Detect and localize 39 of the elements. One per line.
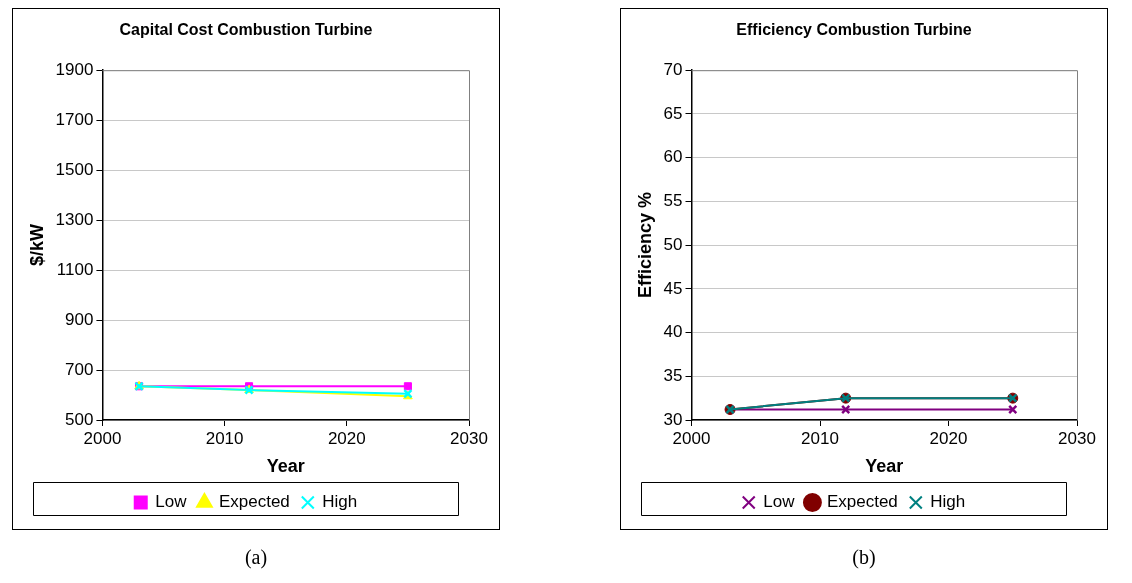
- y-tick-label: 700: [65, 359, 94, 379]
- y-tick-label: 65: [663, 103, 683, 123]
- y-tick-label: 50: [663, 234, 683, 254]
- x-tick-label: 2010: [801, 428, 839, 448]
- legend-label: Low: [155, 492, 188, 512]
- y-tick-label: 55: [663, 191, 683, 211]
- legend-label: Expected: [218, 492, 290, 512]
- legend-label: Expected: [826, 492, 898, 512]
- x-tick-label: 2030: [450, 428, 488, 448]
- y-tick-label: 1700: [55, 109, 94, 129]
- x-tick-label: 2000: [83, 428, 122, 448]
- text: (b): [851, 546, 877, 569]
- x-tick-label: 2000: [672, 428, 711, 448]
- y-tick-label: 70: [663, 59, 683, 79]
- y-axis-title: $/kW: [26, 224, 47, 267]
- y-tick-label: 1500: [55, 159, 94, 179]
- x-tick-label: 2020: [327, 428, 366, 448]
- y-tick-label: 45: [663, 278, 683, 298]
- legend-label: Low: [763, 492, 796, 512]
- y-tick-label: 40: [663, 322, 683, 342]
- text: (a): [243, 546, 269, 569]
- y-tick-label: 1900: [55, 59, 94, 79]
- x-axis-title: Year: [266, 456, 305, 477]
- y-tick-label: 35: [663, 365, 683, 385]
- y-tick-label: 1100: [56, 259, 94, 279]
- y-tick-label: 1300: [55, 209, 94, 229]
- legend-label: High: [322, 492, 358, 512]
- chart-title: Capital Cost Combustion Turbine: [119, 21, 373, 39]
- legend-label: High: [930, 492, 966, 512]
- y-tick-label: 30: [663, 409, 683, 429]
- x-tick-label: 2020: [929, 428, 968, 448]
- x-axis-title: Year: [865, 456, 904, 477]
- x-tick-label: 2010: [205, 428, 244, 448]
- y-axis-title: Efficiency %: [634, 192, 655, 299]
- y-tick-label: 60: [663, 147, 683, 167]
- chart-title: Efficiency Combustion Turbine: [736, 21, 972, 39]
- y-tick-label: 500: [65, 409, 94, 429]
- y-tick-label: 900: [65, 309, 94, 329]
- x-tick-label: 2030: [1058, 428, 1096, 448]
